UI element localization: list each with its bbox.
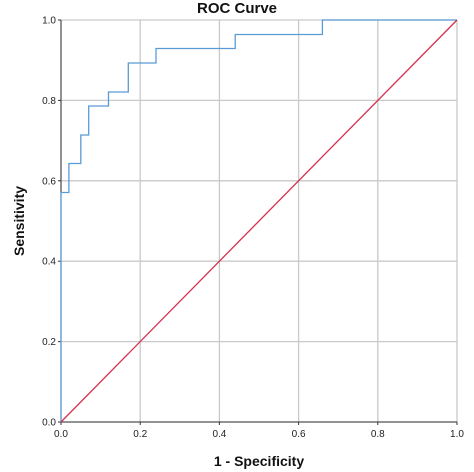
y-tick-label: 0.6 (42, 176, 56, 187)
y-tick-label: 0.0 (42, 418, 56, 429)
x-tick-label: 1.0 (450, 429, 464, 440)
y-tick-label: 0.8 (42, 96, 56, 107)
x-tick-label: 0.8 (371, 429, 385, 440)
reference-diagonal-line (60, 19, 458, 423)
x-tick-label: 0.6 (292, 429, 306, 440)
x-tick-label: 0.0 (54, 429, 68, 440)
y-tick-label: 0.4 (42, 257, 56, 268)
y-tick-label: 1.0 (42, 16, 56, 27)
x-tick-label: 0.2 (133, 429, 147, 440)
x-axis-label: 1 - Specificity (213, 453, 305, 469)
chart-title: ROC Curve (196, 0, 278, 17)
x-tick-label: 0.4 (212, 429, 226, 440)
y-axis-label: Sensitivity (11, 185, 27, 257)
roc-curve-line (60, 19, 457, 422)
y-tick-label: 0.2 (42, 337, 56, 348)
